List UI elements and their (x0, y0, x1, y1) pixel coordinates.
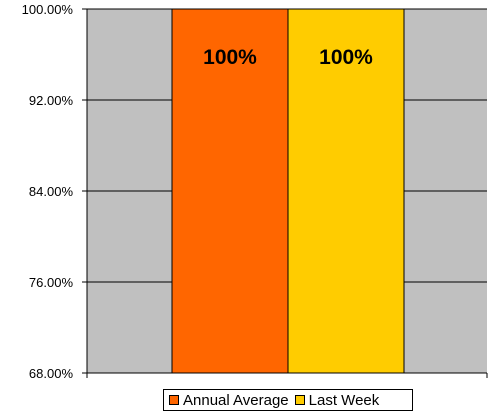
legend: Annual Average Last Week (163, 389, 413, 411)
y-tick-label: 68.00% (29, 366, 74, 381)
y-tick-label: 76.00% (29, 275, 74, 290)
legend-swatch-last-week (294, 395, 305, 405)
y-tick-label: 100.00% (22, 2, 74, 17)
legend-swatch-annual-average (169, 395, 179, 405)
data-label: 100% (319, 46, 373, 69)
legend-item-annual-average: Annual Average (169, 392, 289, 409)
legend-label-last-week: Last Week (308, 391, 380, 409)
bar-annual-average (171, 8, 289, 374)
y-tick-label: 92.00% (29, 93, 74, 108)
bar-last-week (287, 8, 405, 374)
data-label: 100% (203, 46, 257, 69)
y-tick-label: 84.00% (29, 184, 74, 199)
legend-item-last-week: Last Week (294, 391, 380, 409)
legend-label-annual-average: Annual Average (183, 391, 289, 409)
